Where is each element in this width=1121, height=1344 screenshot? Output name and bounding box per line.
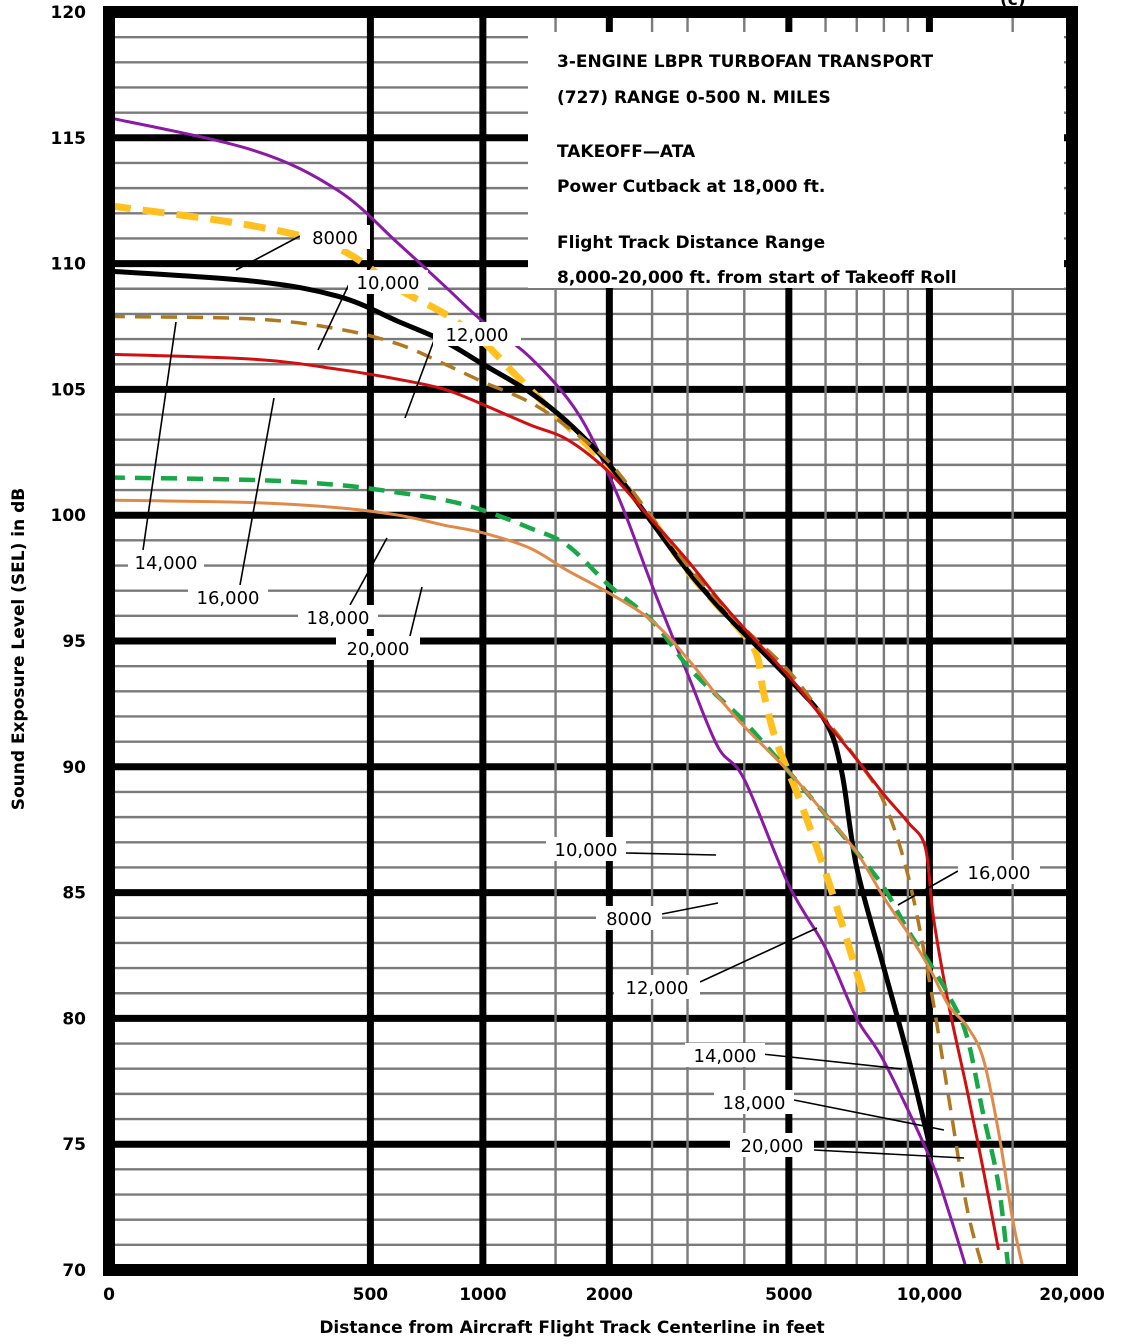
callout-box [298,605,378,629]
x-tick-label: 1000 [459,1285,506,1305]
callout-box [348,270,428,294]
plot-frame [103,6,1078,1276]
info-box-line: 8,000-20,000 ft. from start of Takeoff R… [557,268,957,288]
plot-border [103,6,1078,1276]
callout-box [433,322,521,346]
series-line-10000 [108,202,869,1002]
y-tick-label: 105 [51,380,87,400]
series-line-18000 [108,475,1011,1271]
callout-leader [142,321,177,551]
corner-mark: (c) [1000,0,1026,10]
callout-box [958,860,1040,884]
callout-leader [699,927,818,983]
callout-box [128,550,204,574]
info-box-line: Flight Track Distance Range [557,233,825,253]
y-tick-label: 90 [62,758,86,778]
callout-box [714,1090,794,1114]
callout-label: 10,000 [357,273,420,294]
x-tick-label: 500 [353,1285,389,1305]
y-tick-label: 85 [62,884,86,904]
callout-leader [793,1099,945,1131]
callout-box [300,225,370,249]
callout-label: 10,000 [555,840,618,861]
callout-label: 8000 [606,909,652,930]
callout-label: 16,000 [968,863,1031,884]
callout-leader [235,235,301,271]
x-tick-label: 10,000 [897,1285,963,1305]
series-line-8000 [108,116,969,1271]
series-group [108,116,1025,1271]
callout-leader [897,870,959,906]
y-tick-label: 70 [62,1261,86,1281]
callout-box [336,636,420,660]
info-box-line: 3-ENGINE LBPR TURBOFAN TRANSPORT [557,52,933,72]
callout-leader [349,537,388,606]
y-tick-label: 95 [62,632,86,652]
y-axis-title: Sound Exposure Level (SEL) in dB [9,488,29,811]
callout-leader [239,397,275,586]
callout-label: 18,000 [307,608,370,629]
x-tick-label: 2000 [586,1285,633,1305]
callout-label: 16,000 [197,588,260,609]
callout-leader [813,1149,965,1159]
callout-label: 8000 [312,228,358,249]
callout-label: 20,000 [741,1136,804,1157]
y-tick-label: 110 [51,255,87,275]
callout-leader [625,852,717,856]
callout-label: 14,000 [135,553,198,574]
tick-labels: 0 500 1000 2000 5000 10,000 20,000 70 75 80 85 90 95… [51,3,1105,1305]
callout-leader [404,334,437,419]
callout-label: 12,000 [626,978,689,999]
y-tick-label: 115 [51,129,87,149]
x-tick-label: 5000 [765,1285,812,1305]
y-tick-label: 75 [62,1135,86,1155]
series-line-14000 [108,314,985,1271]
info-box-line: (727) RANGE 0-500 N. MILES [557,88,831,108]
info-box-line: TAKEOFF—ATA [557,142,696,162]
callout-box [614,975,700,999]
x-tick-label: 20,000 [1039,1285,1105,1305]
callout-box [546,837,626,861]
y-tick-label: 80 [62,1009,86,1029]
callout-label: 14,000 [694,1046,757,1067]
callout-label: 12,000 [446,325,509,346]
callout-leader [409,586,423,637]
y-tick-label: 100 [51,506,87,526]
x-axis-title: Distance from Aircraft Flight Track Cent… [319,1318,824,1338]
callout-leader [317,281,351,351]
info-box-background [528,32,1064,288]
callout-box [596,906,662,930]
info-box-line: Power Cutback at 18,000 ft. [557,177,825,197]
series-line-12000 [108,268,932,1145]
series-line-20000 [108,498,1025,1271]
callout-box [188,585,268,609]
y-tick-label: 120 [51,3,87,23]
callout-box [685,1043,765,1067]
callout-leader [761,1053,903,1070]
callout-leader [661,902,719,915]
callout-label: 18,000 [723,1093,786,1114]
x-tick-label: 0 [103,1285,115,1305]
callout-group: 8000 10,000 12,000 14,000 16,000 18,000 20,000… [128,225,1040,1159]
callout-box [730,1133,814,1157]
callout-label: 20,000 [347,639,410,660]
series-line-16000 [108,352,1000,1251]
info-box: 3-ENGINE LBPR TURBOFAN TRANSPORT (727) RA… [528,32,1064,288]
